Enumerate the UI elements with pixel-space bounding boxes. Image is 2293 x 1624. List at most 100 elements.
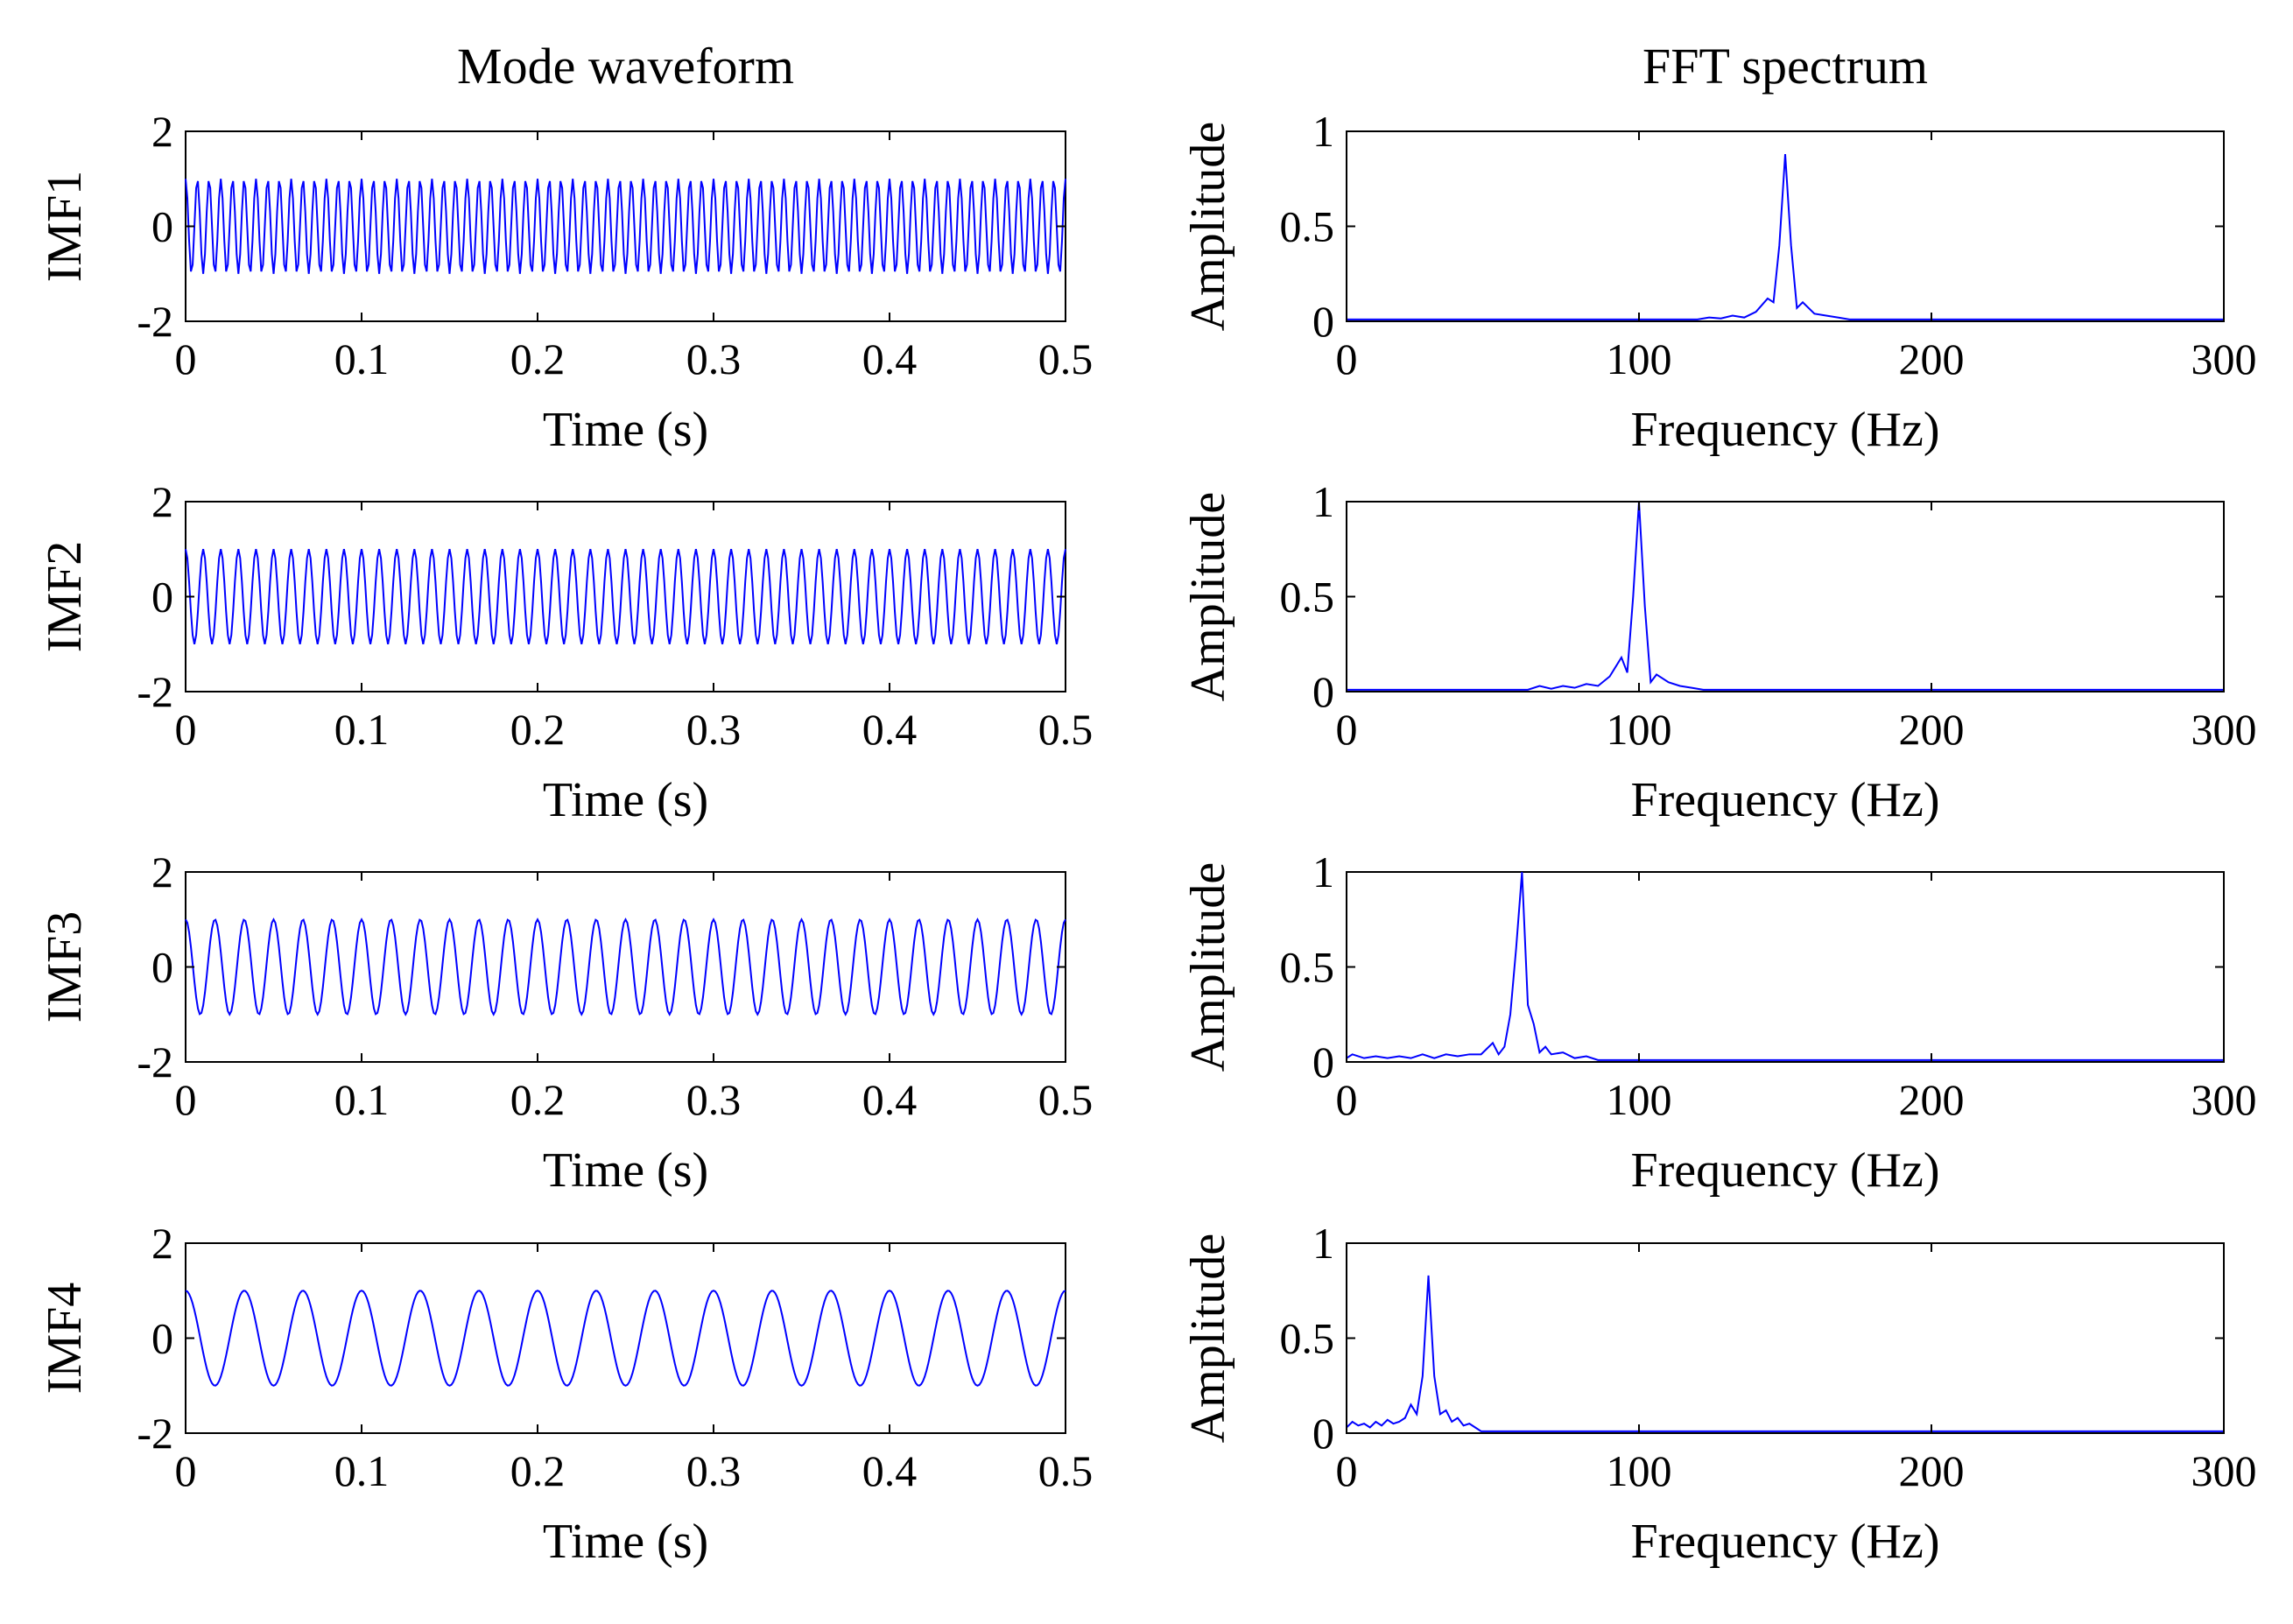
x-tick-label: 0.1 xyxy=(334,1446,390,1495)
x-tick-label: 100 xyxy=(1607,1075,1672,1124)
x-tick-label: 0.4 xyxy=(862,705,918,754)
y-axis-label: Amplitude xyxy=(1181,862,1235,1072)
y-tick-label: 1 xyxy=(1312,107,1334,156)
y-axis-label: IMF4 xyxy=(38,1283,92,1395)
x-tick-label: 0.4 xyxy=(862,1075,918,1124)
x-tick-label: 200 xyxy=(1899,334,1965,383)
y-tick-label: 0.5 xyxy=(1280,1314,1335,1363)
x-axis-label: Frequency (Hz) xyxy=(1631,1143,1940,1198)
x-tick-label: 0.5 xyxy=(1038,1446,1094,1495)
y-tick-label: -2 xyxy=(137,667,173,716)
x-tick-label: 0.3 xyxy=(686,705,742,754)
x-axis-label: Frequency (Hz) xyxy=(1631,773,1940,827)
y-tick-label: 0 xyxy=(1312,1037,1334,1086)
x-axis-label: Time (s) xyxy=(543,1143,708,1198)
x-tick-label: 0 xyxy=(175,334,197,383)
x-tick-label: 300 xyxy=(2191,1075,2257,1124)
series-line-2 xyxy=(185,549,1066,644)
y-tick-label: 0 xyxy=(1312,297,1334,346)
y-tick-label: 0 xyxy=(1312,667,1334,716)
y-tick-label: 2 xyxy=(151,477,173,526)
y-tick-label: 0 xyxy=(1312,1409,1334,1458)
x-axis-label: Time (s) xyxy=(543,1515,708,1569)
x-tick-label: 0.2 xyxy=(510,334,566,383)
y-tick-label: 0.5 xyxy=(1280,573,1335,622)
y-axis-label: Amplitude xyxy=(1181,492,1235,702)
y-tick-label: 0 xyxy=(151,202,173,251)
y-tick-label: 0 xyxy=(151,943,173,992)
x-tick-label: 100 xyxy=(1607,334,1672,383)
x-tick-label: 0.2 xyxy=(510,1075,566,1124)
x-tick-label: 0 xyxy=(1336,1446,1358,1495)
x-tick-label: 0.1 xyxy=(334,705,390,754)
x-axis-label: Time (s) xyxy=(543,773,708,827)
series-line-4 xyxy=(1346,1275,2224,1432)
x-axis-label: Time (s) xyxy=(543,403,708,457)
x-tick-label: 0 xyxy=(1336,705,1358,754)
y-axis-label: IMF2 xyxy=(38,541,92,653)
spectrum-panel-3: 0 100 200 300 0 0.5 1 Frequency (Hz) Amplitude xyxy=(1181,847,2257,1198)
y-axis-label: Amplitude xyxy=(1181,1234,1235,1444)
spectrum-panel-4: 0 100 200 300 0 0.5 1 Frequency (Hz) Amplitude xyxy=(1181,1219,2257,1569)
x-tick-label: 0.3 xyxy=(686,1075,742,1124)
x-tick-label: 300 xyxy=(2191,705,2257,754)
spectrum-column-title: FFT spectrum xyxy=(1642,38,1928,95)
x-tick-label: 300 xyxy=(2191,334,2257,383)
y-tick-label: 2 xyxy=(151,847,173,896)
x-tick-label: 0.2 xyxy=(510,705,566,754)
series-line-2 xyxy=(1347,501,2224,691)
y-tick-label: 0.5 xyxy=(1280,202,1335,251)
x-tick-label: 0.4 xyxy=(862,334,918,383)
x-tick-label: 0.5 xyxy=(1038,334,1094,383)
y-tick-label: 2 xyxy=(151,107,173,156)
x-tick-label: 100 xyxy=(1607,1446,1672,1495)
y-tick-label: 1 xyxy=(1312,477,1334,526)
spectrum-panel-1: 0 100 200 300 0 0.5 1 Frequency (Hz) Amplitude xyxy=(1181,107,2257,457)
x-tick-label: 0 xyxy=(1336,334,1358,383)
y-tick-label: 1 xyxy=(1312,847,1334,896)
series-line-4 xyxy=(185,1290,1066,1387)
x-tick-label: 200 xyxy=(1899,1446,1965,1495)
series-line-1 xyxy=(1347,153,2224,320)
x-tick-label: 0 xyxy=(175,1075,197,1124)
x-tick-label: 100 xyxy=(1607,705,1672,754)
x-tick-label: 0.4 xyxy=(862,1446,918,1495)
y-tick-label: 0.5 xyxy=(1280,943,1335,992)
y-tick-label: 2 xyxy=(151,1219,173,1268)
waveform-column-title: Mode waveform xyxy=(457,38,794,95)
x-tick-label: 0.5 xyxy=(1038,1075,1094,1124)
y-tick-label: -2 xyxy=(137,297,173,346)
x-tick-label: 0 xyxy=(1336,1075,1358,1124)
x-tick-label: 0.3 xyxy=(686,334,742,383)
y-tick-label: -2 xyxy=(137,1037,173,1086)
y-tick-label: 0 xyxy=(151,573,173,622)
x-axis-label: Frequency (Hz) xyxy=(1631,1515,1940,1569)
x-tick-label: 0.1 xyxy=(334,1075,390,1124)
x-tick-label: 0 xyxy=(175,705,197,754)
series-line-1 xyxy=(185,179,1066,274)
x-tick-label: 200 xyxy=(1899,705,1965,754)
x-axis-label: Frequency (Hz) xyxy=(1631,403,1940,457)
y-axis-label: IMF3 xyxy=(38,911,92,1023)
x-tick-label: 200 xyxy=(1899,1075,1965,1124)
y-tick-label: 1 xyxy=(1312,1219,1334,1268)
x-tick-label: 300 xyxy=(2191,1446,2257,1495)
x-tick-label: 0.3 xyxy=(686,1446,742,1495)
x-tick-label: 0.1 xyxy=(334,334,390,383)
x-tick-label: 0.5 xyxy=(1038,705,1094,754)
y-axis-label: IMF1 xyxy=(38,171,92,283)
y-tick-label: -2 xyxy=(137,1409,173,1458)
x-tick-label: 0.2 xyxy=(510,1446,566,1495)
y-axis-label: Amplitude xyxy=(1181,122,1235,332)
x-tick-label: 0 xyxy=(175,1446,197,1495)
y-tick-label: 0 xyxy=(151,1314,173,1363)
spectrum-panel-2: 0 100 200 300 0 0.5 1 Frequency (Hz) Amplitude xyxy=(1181,477,2257,827)
series-line-3 xyxy=(185,917,1066,1016)
series-line-3 xyxy=(1346,871,2224,1061)
